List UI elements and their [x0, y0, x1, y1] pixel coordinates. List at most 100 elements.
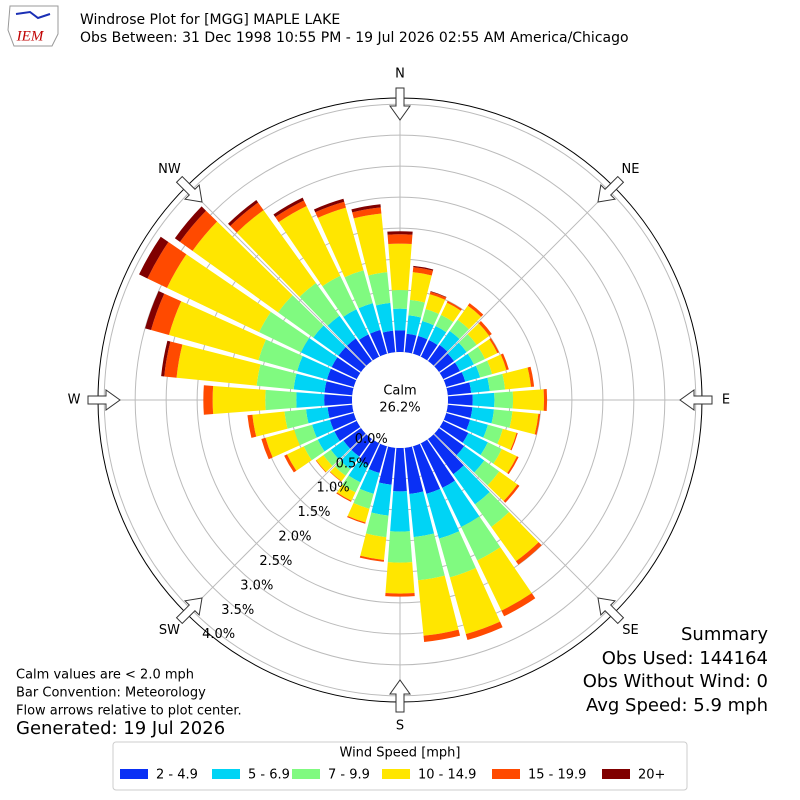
wedge-segment	[259, 311, 310, 353]
wedge-segment	[322, 275, 357, 317]
wedge-segment	[336, 484, 356, 501]
wedge-segment	[474, 460, 500, 486]
wedge-segment	[489, 338, 500, 354]
direction-label: SE	[622, 623, 638, 638]
wedge-segment	[465, 621, 503, 641]
arrow-shape	[175, 597, 203, 625]
wedge-segment	[491, 409, 513, 428]
direction-label: S	[396, 719, 404, 734]
wedge-segment	[382, 330, 396, 354]
arrow-shape	[597, 175, 625, 203]
wedge-segment	[509, 411, 539, 435]
wedge-segment	[347, 503, 370, 523]
wedge-segment	[461, 516, 501, 561]
wedge-segment	[534, 413, 541, 435]
wedge-segment	[507, 456, 519, 475]
calm-circle	[352, 352, 448, 448]
wedge-segment	[417, 575, 459, 636]
arrow-shape	[87, 389, 121, 411]
wedge-segment	[457, 305, 482, 330]
wedge-segment	[449, 567, 501, 635]
wedge-segment	[388, 243, 412, 291]
wedge-segment	[470, 407, 494, 424]
wedge-segment	[265, 389, 297, 411]
wedge-segment	[230, 202, 264, 233]
wedge-segment	[343, 309, 369, 340]
wedge-segment	[423, 629, 461, 642]
legend-label: 10 - 14.9	[418, 768, 476, 783]
arrow-shape	[679, 389, 713, 411]
wedge-segment	[430, 291, 447, 298]
radial-grid-line	[433, 433, 614, 614]
wedge-segment	[151, 293, 182, 336]
wedge-segment	[296, 392, 325, 408]
wedge-segment	[336, 492, 352, 502]
wedge-segment	[212, 385, 266, 415]
wedge-segment	[368, 272, 391, 306]
wedge-segment	[455, 353, 474, 372]
logo-text: IEM	[16, 28, 45, 44]
wedge-segment	[418, 320, 434, 340]
wedge-segment	[387, 231, 413, 235]
direction-label: N	[395, 67, 405, 82]
wedge-segment	[275, 200, 307, 223]
wedge-segment	[472, 392, 495, 408]
wedge-segment	[478, 339, 498, 360]
wedge-segment	[439, 362, 460, 380]
wedge-segment	[387, 234, 413, 245]
wedge-segment	[370, 329, 388, 357]
compass-arrow	[175, 597, 203, 625]
legend-label: 2 - 4.9	[156, 768, 198, 783]
wedge-segment	[286, 446, 312, 471]
wedge-segment	[316, 455, 333, 473]
wedge-segment	[174, 206, 207, 242]
wedge-segment	[387, 531, 413, 563]
plot-area: Calm 26.2% 0.0% 0.5% 1.0% 1.5% 2.0% 2.5% 3.0% 3.5…	[68, 67, 731, 734]
wedge-segment	[391, 290, 409, 309]
radial-grid-line	[186, 433, 367, 614]
wedge-segment	[359, 469, 380, 494]
wedge-segment	[313, 325, 346, 356]
wedge-segment	[368, 443, 388, 474]
wedge-segment	[306, 407, 330, 424]
wedge-segment	[228, 200, 259, 226]
summary-line: Obs Without Wind: 0	[583, 671, 768, 692]
wedge-segment	[501, 593, 536, 617]
legend-swatch	[492, 769, 520, 779]
wedge-segment	[161, 340, 171, 377]
legend-swatch	[120, 769, 148, 779]
wedge-segment	[353, 488, 374, 509]
wedge-segment	[278, 295, 324, 338]
wedge-segment	[483, 424, 503, 444]
wedge-segment	[317, 431, 340, 452]
title: Windrose Plot for [MGG] MAPLE LAKE	[80, 12, 340, 28]
wedge-segment	[329, 412, 357, 430]
r-tick-label: 3.0%	[240, 578, 273, 593]
wedge-segment	[434, 353, 455, 372]
wedge-segment	[425, 294, 446, 314]
note: Bar Convention: Meteorology	[16, 686, 206, 701]
wedge-segment	[428, 344, 448, 366]
wedge-segment	[334, 460, 351, 476]
compass-arrow	[679, 389, 713, 411]
wedge-segment	[408, 299, 425, 318]
r-tick-label: 2.5%	[259, 554, 292, 569]
wedge-segment	[503, 484, 520, 503]
arrow-shape	[389, 679, 411, 713]
wedge-segment	[265, 429, 300, 458]
wedge-segment	[475, 491, 510, 528]
wedge-segment	[375, 302, 394, 333]
wedge-segment	[409, 491, 435, 538]
subtitle: Obs Between: 31 Dec 1998 10:55 PM - 19 J…	[80, 30, 629, 46]
wedge-segment	[330, 466, 346, 482]
wedge-segment	[487, 373, 506, 392]
note: Flow arrows relative to plot center.	[16, 704, 242, 719]
wedge-segment	[385, 562, 415, 594]
wedge-segment	[477, 547, 532, 611]
wedge-segment	[406, 315, 422, 336]
wedge-segment	[443, 412, 471, 430]
wedge-segment	[324, 394, 353, 406]
wedge-segment	[342, 475, 361, 493]
wedge-segment	[261, 437, 273, 460]
